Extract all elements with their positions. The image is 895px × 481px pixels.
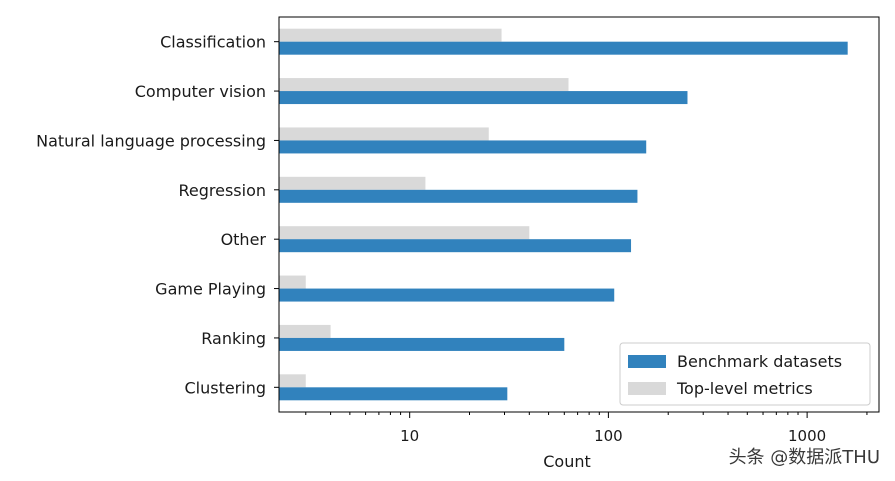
bar-top-level-metrics [279, 176, 426, 190]
category-label: Classification [160, 33, 266, 52]
category-label: Ranking [201, 329, 266, 348]
bar-benchmark-datasets [279, 140, 647, 154]
legend-swatch [628, 382, 666, 395]
plot-frame [278, 16, 880, 413]
bars-group [274, 28, 848, 401]
legend-box [619, 342, 871, 406]
bar-benchmark-datasets [279, 239, 632, 253]
bar-top-level-metrics [279, 78, 569, 92]
category-label: Other [221, 230, 267, 249]
bar-top-level-metrics [279, 28, 502, 42]
category-label: Computer vision [135, 82, 266, 101]
bar-top-level-metrics [279, 374, 306, 388]
category-labels: Classification Computer vision Natural lan… [36, 33, 266, 398]
bar-benchmark-datasets [279, 91, 688, 105]
category-label: Natural language processing [36, 131, 266, 150]
x-tick-label: 10 [400, 427, 419, 445]
x-axis-label: Count [543, 452, 591, 471]
x-axis-ticks: 10 100 1000 [305, 412, 868, 445]
bar-top-level-metrics [279, 226, 530, 240]
bar-benchmark-datasets [279, 41, 848, 55]
watermark: 头条 @数据派THU [729, 447, 880, 468]
legend-entry: Top-level metrics [676, 379, 813, 398]
bar-benchmark-datasets [279, 189, 638, 203]
category-label: Clustering [184, 378, 266, 397]
legend: Benchmark datasets Top-level metrics [619, 342, 871, 406]
bar-top-level-metrics [279, 324, 331, 338]
x-tick-label: 100 [594, 427, 623, 445]
category-label: Regression [178, 181, 266, 200]
x-tick-label: 1000 [788, 427, 826, 445]
bar-benchmark-datasets [279, 337, 565, 351]
legend-entry: Benchmark datasets [677, 352, 842, 371]
bar-top-level-metrics [279, 275, 306, 289]
bar-benchmark-datasets [279, 288, 615, 302]
bar-benchmark-datasets [279, 387, 508, 401]
category-label: Game Playing [155, 280, 266, 299]
legend-swatch [628, 355, 666, 368]
bar-top-level-metrics [279, 127, 489, 141]
